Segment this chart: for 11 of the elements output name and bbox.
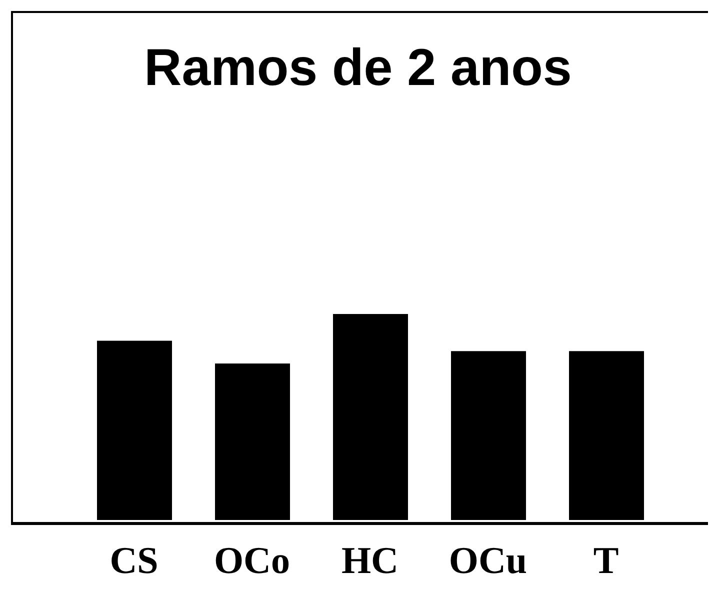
x-tick-label: HC xyxy=(342,540,398,582)
bar xyxy=(333,314,408,520)
bar xyxy=(97,340,172,520)
x-tick-label: OCo xyxy=(214,540,290,582)
x-tick-label: T xyxy=(593,540,619,582)
bar xyxy=(451,351,526,520)
chart-title: Ramos de 2 anos xyxy=(143,38,573,98)
bar xyxy=(569,351,644,520)
x-tick-label: OCu xyxy=(448,540,528,582)
x-tick-label: CS xyxy=(110,540,158,582)
bar xyxy=(215,363,290,520)
